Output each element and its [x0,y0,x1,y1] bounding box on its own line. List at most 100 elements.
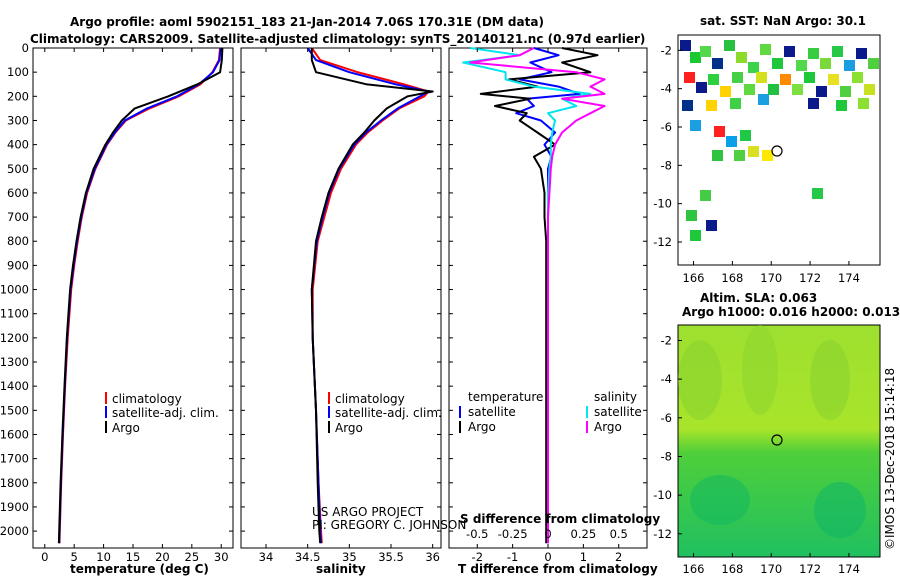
depth-tick-label: 1600 [0,427,29,441]
x2-tick-label: 0.5 [610,527,628,541]
depth-tick-label: 500 [7,162,29,176]
legend-label-s-argo: Argo [594,420,622,434]
depth-tick-label: 1400 [0,379,29,393]
sst-cell [812,188,823,199]
map-x-tick-label: 166 [683,271,705,285]
sst-cell [690,120,701,131]
legend-swatch-s-satellite [586,406,588,418]
sst-cell [706,220,717,231]
depth-tick-label: 1700 [0,452,29,466]
x-tick-label: 10 [96,550,111,564]
series-line-s-satellite [462,47,592,544]
depth-tick-label: 2000 [0,524,29,538]
salinity-panel-frame [240,47,442,549]
sst-map [677,34,881,266]
sst-cell [734,150,745,161]
sst-cell [816,86,827,97]
sla-blobs [678,325,866,538]
sla-blob [814,482,866,538]
map-x-tick-label: 172 [799,271,821,285]
sst-cell [804,72,815,83]
legend-swatch-t-argo [459,421,461,433]
sst-cell [858,98,869,109]
legend-title-temperature: temperature [468,390,543,404]
sst-cell [820,58,831,69]
sst-cell [828,74,839,85]
sla-map-title: Altim. SLA: 0.063 [700,291,817,305]
t-difference-label: T difference from climatology [458,562,658,576]
sst-cell [756,72,767,83]
sst-cell [712,58,723,69]
sst-cell [740,130,751,141]
temperature-xticks: 0 5 10 15 20 25 30 [41,48,229,564]
sst-map-title: sat. SST: NaN Argo: 30.1 [700,14,866,28]
sst-cell [784,46,795,57]
sst-cell [700,190,711,201]
x-tick-label: 15 [126,550,141,564]
legend-label-climatology-sal: climatology [335,392,405,406]
series-line-satellite-adj-clim- [58,47,222,544]
depth-tick-label: 600 [7,186,29,200]
x-tick-label: 25 [185,550,200,564]
depth-tick-label: 1800 [0,476,29,490]
sst-cell [762,150,773,161]
header-line1: Argo profile: aoml 5902151_183 21-Jan-20… [70,15,544,30]
sst-cell [758,94,769,105]
x-tick-label: -2 [472,550,483,564]
series-line-argo [310,48,434,544]
legend-swatch-argo [105,421,107,433]
difference-xticks: -2 -1 0 1 2 [472,48,622,564]
sst-cell [682,100,693,111]
x-tick-label: -1 [507,550,518,564]
temperature-panel-frame [32,47,234,549]
sst-cell [690,230,701,241]
sst-cell [730,98,741,109]
temperature-legend: climatology satellite-adj. clim. Argo [105,392,219,435]
x2-tick-label: -0.25 [498,527,528,541]
depth-tick-label: 1500 [0,403,29,417]
map-y-tick-label: -6 [661,120,672,134]
sst-cell [836,100,847,111]
legend-label-satellite-sal: satellite-adj. clim. [335,406,442,420]
sst-cells [680,40,879,241]
map-y-tick-label: -10 [653,197,672,211]
depth-tick-label: 1900 [0,500,29,514]
map-x-tick-label: 172 [799,562,821,576]
depth-tick-label: 100 [7,65,29,79]
x-tick-label: 35.5 [378,550,404,564]
header-line2: Climatology: CARS2009. Satellite-adjuste… [30,32,645,47]
salinity-xticks: 34 34.5 35 35.5 36 [259,48,440,564]
map-x-tick-label: 168 [721,271,743,285]
salinity-legend: climatology satellite-adj. clim. Argo [328,392,442,435]
sst-cell [712,150,723,161]
legend-swatch-climatology-sal [328,392,330,404]
sst-cell [808,98,819,109]
series-line-climatology [58,47,222,544]
x2-tick-label: -0.5 [466,527,488,541]
sla-blob [678,340,722,420]
sla-map-xticks: 166 168 170 172 174 [683,553,860,576]
legend-swatch-satellite-sal [328,406,330,418]
map-y-tick-label: -12 [653,527,672,541]
sla-map [677,324,881,558]
temperature-lines [57,47,224,544]
series-line-t-argo [479,47,599,544]
sst-cell [724,40,735,51]
x-tick-label: 34 [259,550,274,564]
imos-stamp: ©IMOS 13-Dec-2018 15:14:18 [883,368,897,550]
sst-cell [772,58,783,69]
sst-cell [844,60,855,71]
x-tick-label: 2 [615,550,622,564]
x-tick-label: 30 [214,550,229,564]
sst-cell [808,48,819,59]
sst-cell [696,82,707,93]
sst-cell [736,52,747,63]
depth-tick-label: 1000 [0,283,29,297]
depth-tick-label: 0 [22,41,29,55]
sla-map-subtitle: Argo h1000: 0.016 h2000: 0.013 [682,305,900,319]
map-x-tick-label: 166 [683,562,705,576]
sst-cell [768,84,779,95]
series-line-satellite-adj-clim- [306,47,430,544]
map-y-tick-label: -10 [653,488,672,502]
